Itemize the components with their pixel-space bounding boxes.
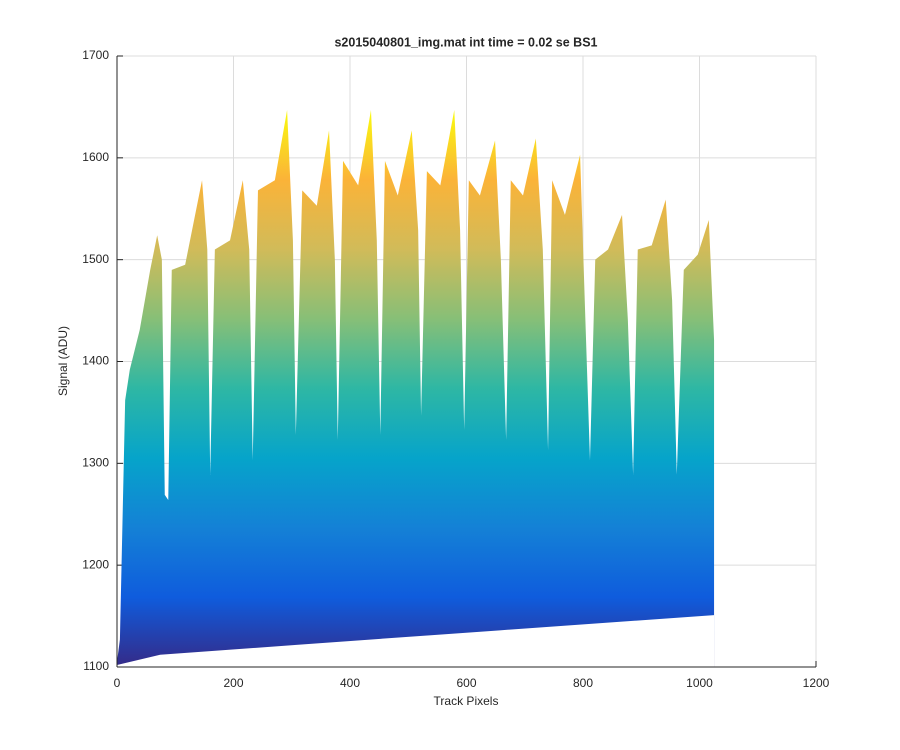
signal-lower-edge (117, 615, 715, 668)
y-tick-label: 1100 (83, 659, 109, 673)
x-tick-label: 1000 (686, 676, 713, 690)
y-tick-label: 1200 (82, 557, 109, 571)
signal-area (117, 109, 715, 667)
y-tick-label: 1300 (82, 456, 109, 470)
y-tick-label: 1700 (82, 48, 109, 62)
chart-title: s2015040801_img.mat int time = 0.02 se B… (334, 35, 597, 49)
x-tick-label: 800 (573, 676, 593, 690)
y-tick-label: 1500 (82, 252, 109, 266)
y-tick-label: 1600 (82, 150, 109, 164)
y-axis-label: Signal (ADU) (56, 326, 70, 396)
x-tick-label: 200 (223, 676, 243, 690)
x-axis-label: Track Pixels (434, 694, 499, 708)
x-tick-label: 400 (340, 676, 360, 690)
x-tick-label: 0 (114, 676, 121, 690)
x-tick-label: 600 (456, 676, 476, 690)
x-tick-label: 1200 (803, 676, 830, 690)
y-tick-label: 1400 (82, 354, 109, 368)
